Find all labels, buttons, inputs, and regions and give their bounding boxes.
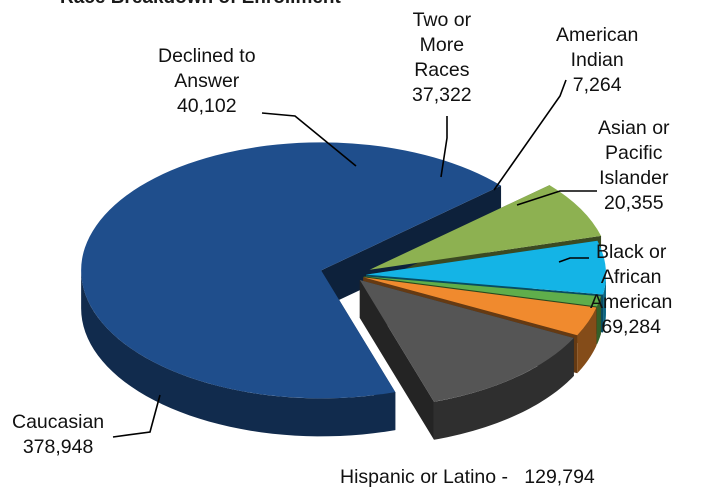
slice-caucasian bbox=[81, 142, 502, 399]
slice-label-american-indian: American Indian 7,264 bbox=[556, 23, 638, 98]
label-value: 37,322 bbox=[412, 84, 472, 106]
slice-label-declined: Declined to Answer 40,102 bbox=[158, 44, 256, 119]
label-line: Races bbox=[414, 59, 470, 81]
label-value: 20,355 bbox=[603, 192, 664, 214]
label-line: American bbox=[556, 24, 639, 46]
footnote-hispanic-latino: Hispanic or Latino - 129,794 bbox=[340, 466, 595, 489]
slice-american-indian bbox=[363, 276, 601, 307]
slice-wall-black-african-american-1 bbox=[359, 280, 434, 440]
label-line: African bbox=[600, 266, 662, 288]
label-line: Answer bbox=[174, 70, 240, 92]
slice-label-black-african-american: Black or African American 69,284 bbox=[590, 240, 672, 340]
label-line: Indian bbox=[570, 49, 624, 71]
label-line: Caucasian bbox=[12, 411, 105, 433]
slice-asian-pacific bbox=[363, 277, 597, 336]
slice-black-african-american bbox=[359, 280, 574, 402]
label-value: 40,102 bbox=[176, 95, 237, 117]
slice-declined bbox=[369, 185, 602, 270]
label-value: 7,264 bbox=[572, 74, 622, 96]
slice-side-caucasian-0 bbox=[81, 270, 396, 437]
slice-label-two-or-more: Two or More Races 37,322 bbox=[412, 8, 472, 108]
leader-line-black-african-american bbox=[558, 257, 589, 263]
label-line: Two or bbox=[412, 9, 472, 31]
label-line: Declined to bbox=[158, 45, 256, 67]
slice-label-caucasian: Caucasian 378,948 bbox=[12, 410, 104, 460]
slice-label-asian-pacific: Asian or Pacific Islander 20,355 bbox=[598, 116, 670, 216]
label-value: 378,948 bbox=[22, 436, 94, 458]
leader-line-american-indian bbox=[493, 79, 567, 191]
chart-title: Race Breakdown of Enrollment bbox=[60, 0, 480, 9]
label-line: Asian or bbox=[598, 117, 670, 139]
slice-two-or-more bbox=[365, 240, 606, 295]
label-value: 69,284 bbox=[601, 316, 662, 338]
footnote-label: Hispanic or Latino - bbox=[340, 466, 508, 488]
label-line: More bbox=[419, 34, 465, 56]
label-line: Pacific bbox=[605, 142, 663, 164]
leader-line-caucasian bbox=[112, 394, 161, 438]
label-line: Islander bbox=[599, 167, 669, 189]
leader-line-two-or-more bbox=[440, 116, 448, 178]
slice-side-black-african-american-0 bbox=[433, 337, 574, 440]
label-line: Black or bbox=[595, 241, 667, 263]
leader-line-declined bbox=[261, 112, 357, 167]
footnote-value: 129,794 bbox=[524, 466, 595, 488]
slice-side-asian-pacific-0 bbox=[577, 307, 597, 374]
leader-line-asian-pacific bbox=[516, 190, 597, 206]
label-line: American bbox=[590, 291, 673, 313]
slice-tops bbox=[81, 142, 606, 402]
slice-side-two-or-more-0 bbox=[603, 274, 606, 333]
slice-side-american-indian-0 bbox=[596, 296, 601, 345]
leader-lines bbox=[112, 79, 597, 438]
